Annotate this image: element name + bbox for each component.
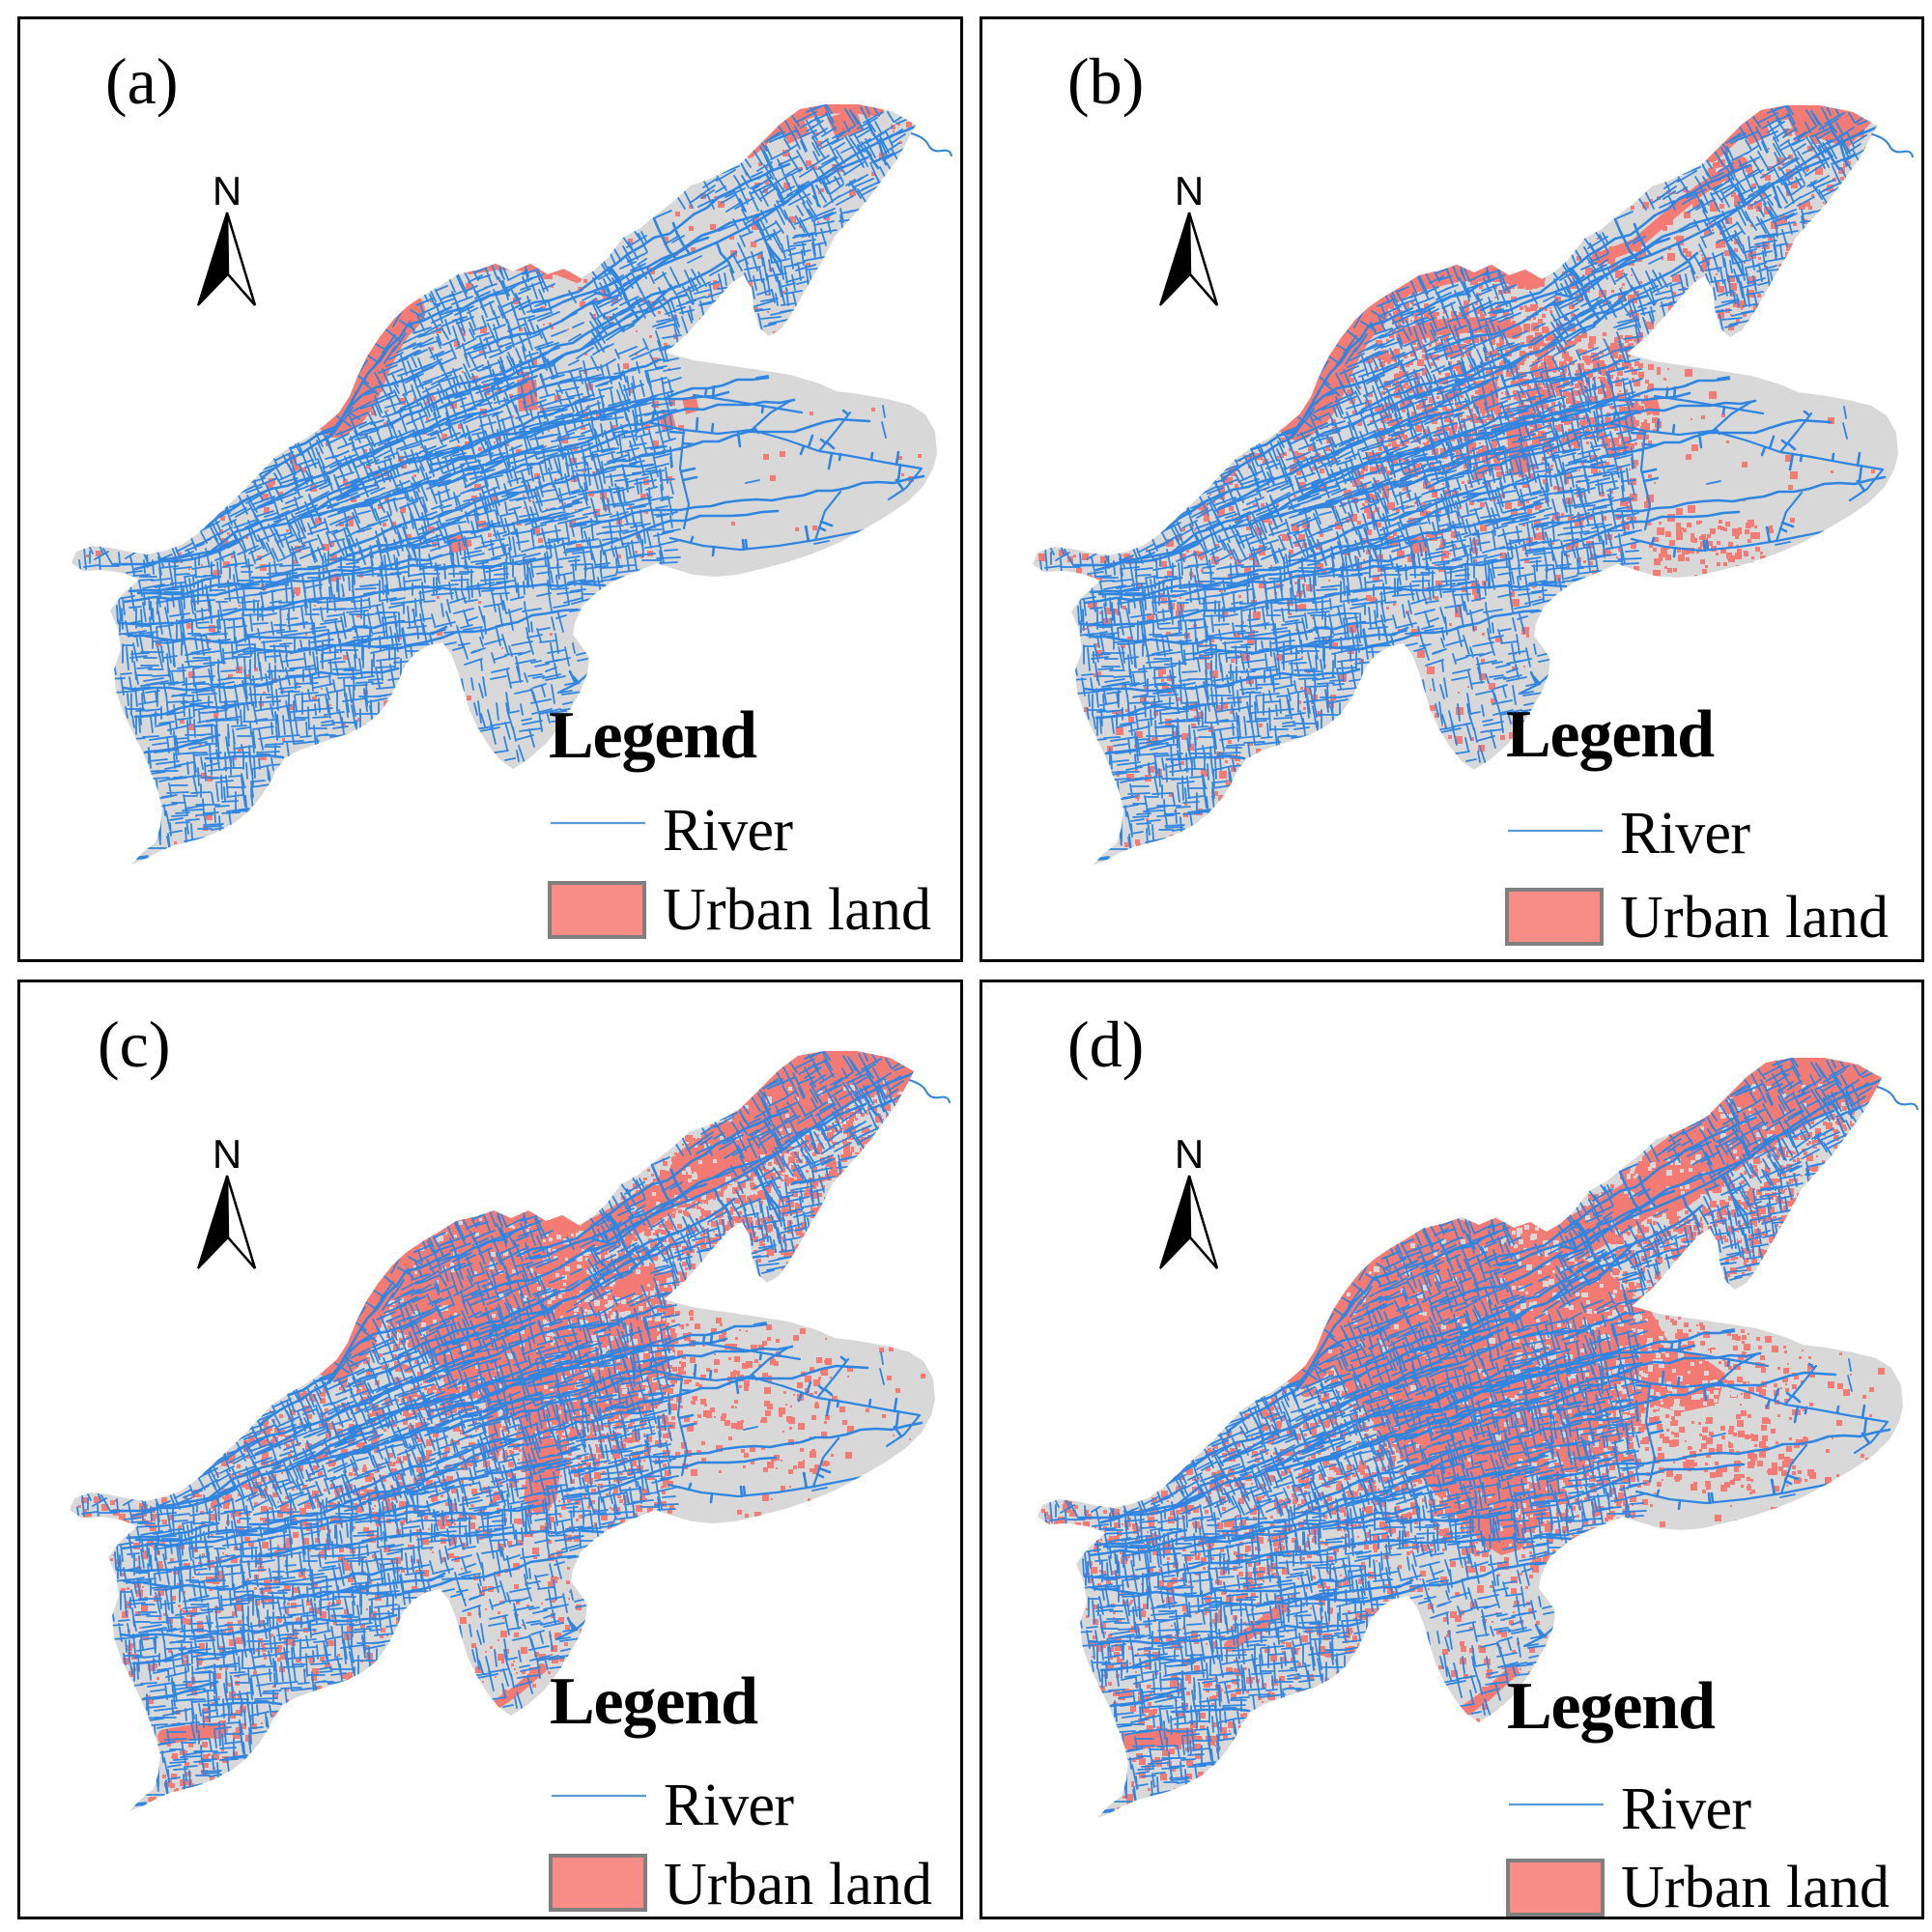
svg-text:River: River xyxy=(664,1773,794,1838)
svg-text:Legend: Legend xyxy=(1507,1669,1716,1744)
svg-text:Urban land: Urban land xyxy=(1621,1855,1889,1920)
svg-text:Legend: Legend xyxy=(550,1664,758,1739)
svg-text:Legend: Legend xyxy=(549,698,757,773)
svg-text:Urban land: Urban land xyxy=(663,877,931,943)
svg-text:(b): (b) xyxy=(1067,44,1144,118)
svg-text:(d): (d) xyxy=(1067,1008,1144,1081)
svg-text:River: River xyxy=(1620,801,1750,867)
svg-text:Legend: Legend xyxy=(1506,697,1715,772)
svg-text:(c): (c) xyxy=(98,1008,170,1081)
svg-text:Urban land: Urban land xyxy=(664,1852,932,1918)
svg-text:River: River xyxy=(663,798,793,864)
svg-text:(a): (a) xyxy=(105,44,178,118)
svg-text:River: River xyxy=(1621,1776,1751,1842)
svg-text:Urban land: Urban land xyxy=(1620,885,1889,951)
